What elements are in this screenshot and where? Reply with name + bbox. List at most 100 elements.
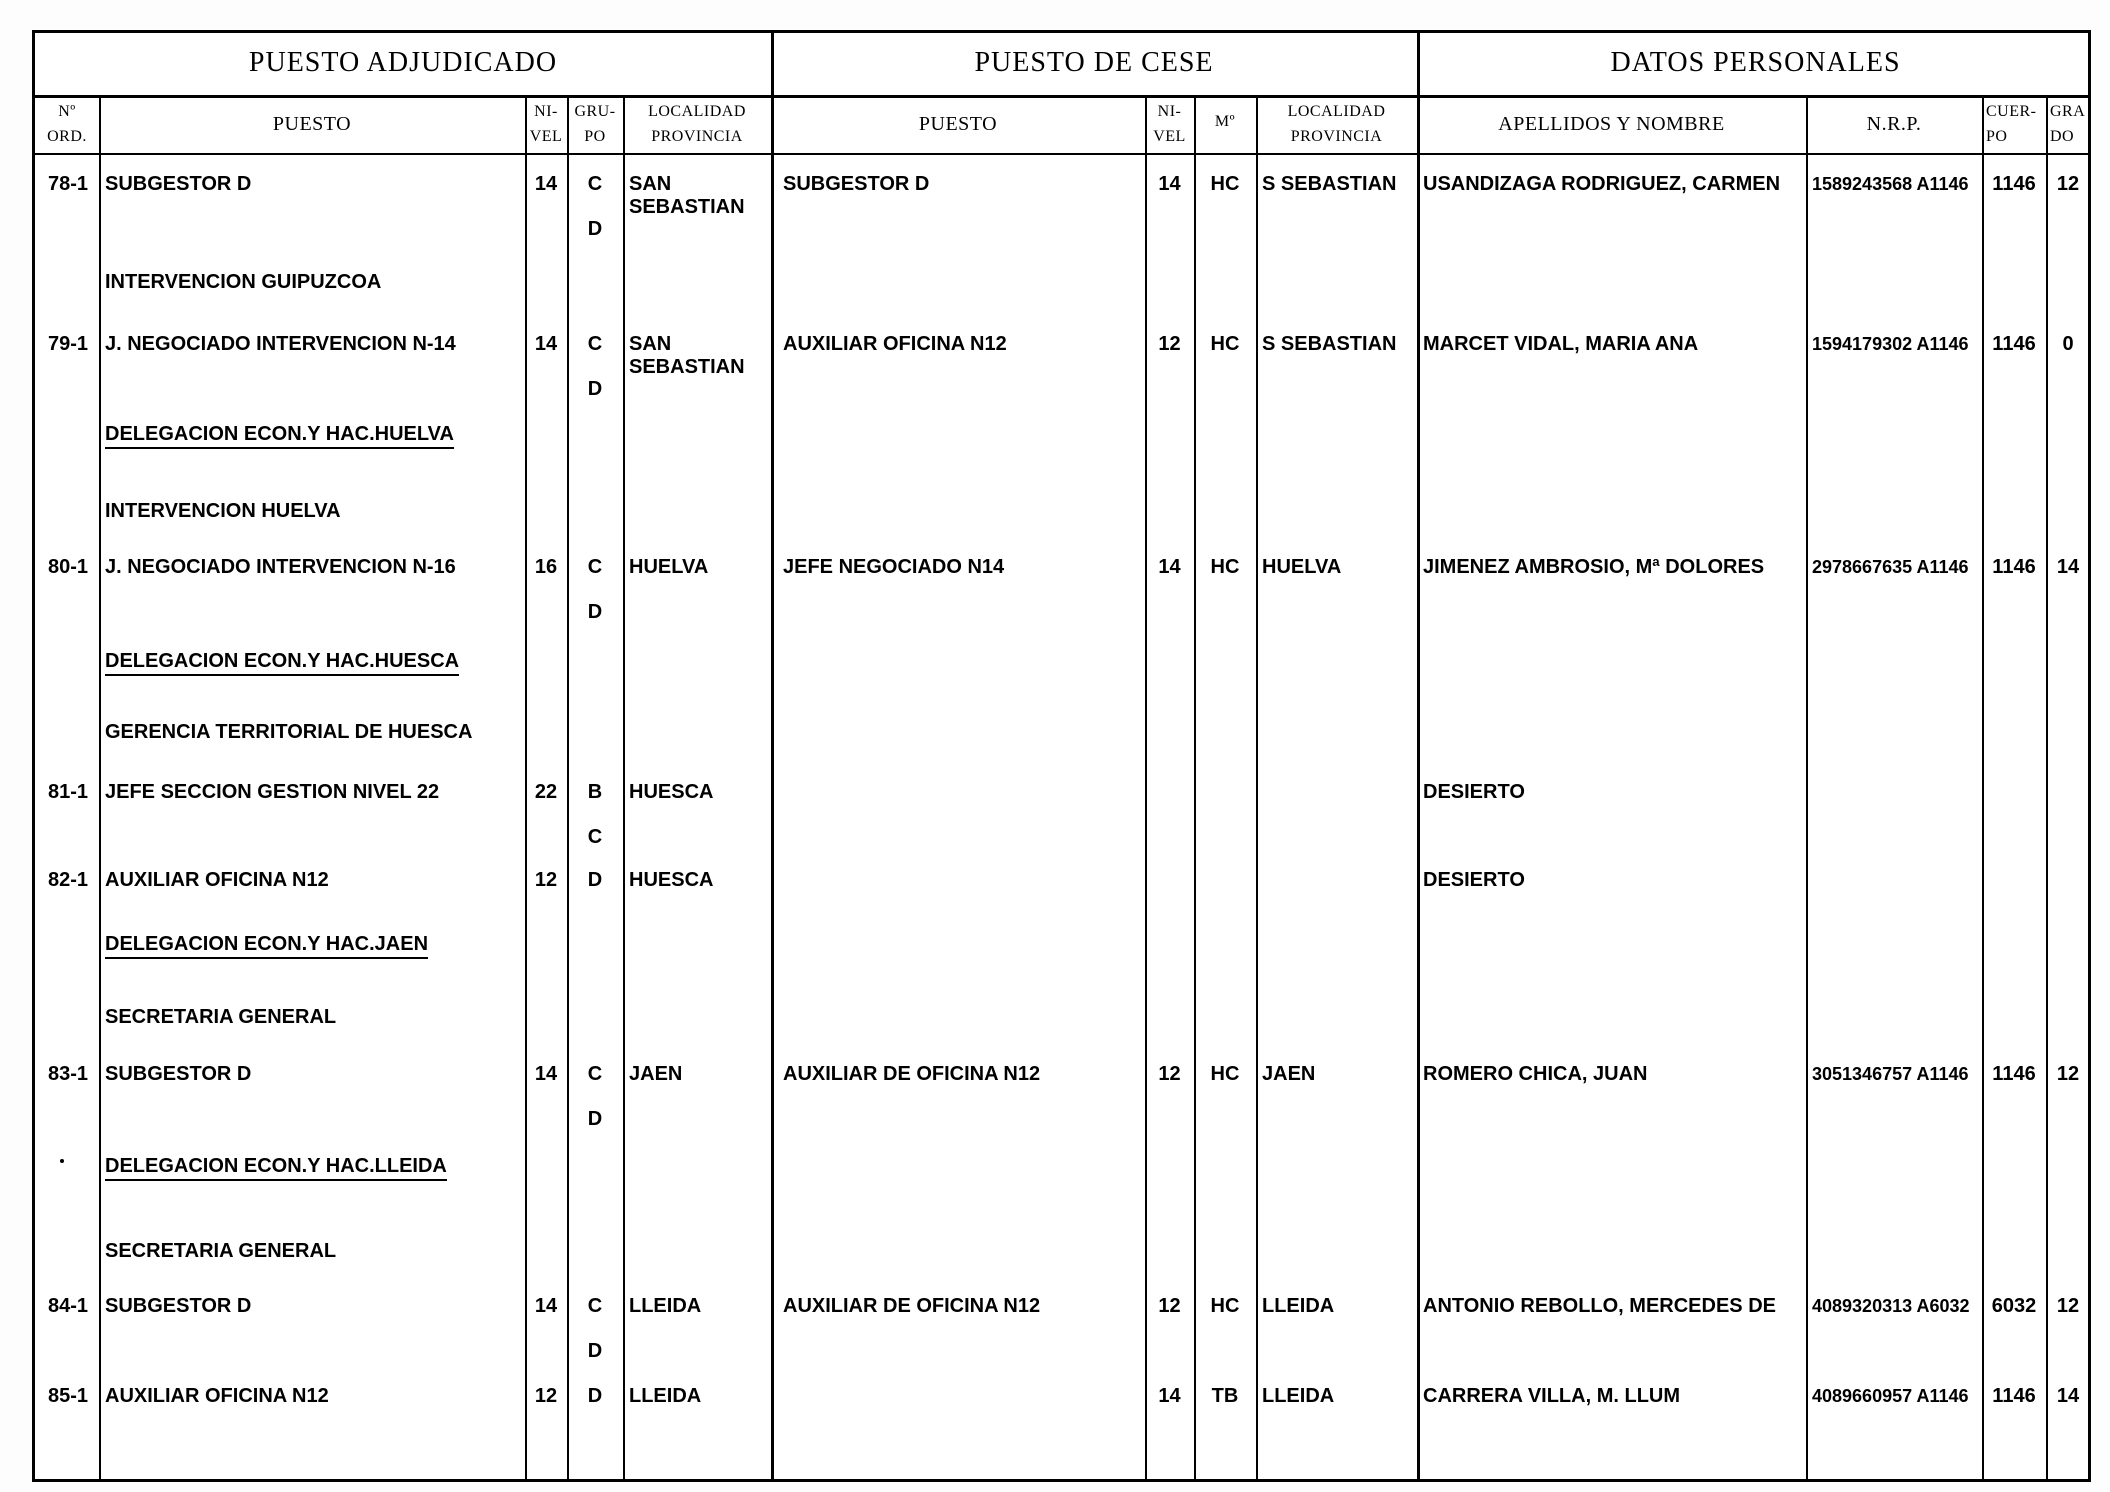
col-header-cuerpo-line1: CUER- [1986,103,2037,120]
col-header-localidad: LOCALIDAD PROVINCIA [623,99,771,149]
col-header-cese-nivel: NI- VEL [1145,99,1194,149]
col-header-m: Mº [1214,113,1236,130]
cell-ord: 80-1 [47,556,89,578]
col-line-grado [2046,95,2048,1479]
col-header-nivel-line2: VEL [529,128,563,145]
cell-ord: 85-1 [47,1385,89,1407]
cell-cese-puesto: AUXILIAR OFICINA N12 [783,333,1007,355]
cell-nombre: MARCET VIDAL, MARIA ANA [1423,333,1699,355]
cell-grado: 0 [2062,333,2074,355]
section-heading-text: DELEGACION ECON.Y HAC.LLEIDA [105,1155,447,1181]
cell-nivel: 12 [534,1385,558,1407]
group-separator-cese [771,33,774,1479]
group-header-datos-personales: DATOS PERSONALES [1610,47,1901,78]
cell-ministerio: HC [1210,173,1240,195]
col-header-grado-line1: GRA [2050,103,2086,120]
cell-puesto: SUBGESTOR D [105,1295,252,1317]
cell-ord: 82-1 [47,869,89,891]
cell-nombre: DESIERTO [1423,781,1525,803]
col-header-grupo-line1: GRU- [574,103,616,120]
cell-nivel: 14 [534,1063,558,1085]
cell-localidad: HUESCA [629,781,714,803]
cell-cese-puesto: AUXILIAR DE OFICINA N12 [783,1063,1041,1085]
grupo-letter-1: B [587,781,603,803]
cell-puesto: AUXILIAR OFICINA N12 [105,1385,329,1407]
cell-cuerpo: 1146 [1992,173,2036,195]
cell-ministerio: TB [1211,1385,1239,1407]
col-header-cese-puesto: PUESTO [918,113,998,135]
cell-cese-puesto: AUXILIAR DE OFICINA N12 [783,1295,1041,1317]
grupo-letter-2: D [587,1340,603,1362]
section-heading-text: DELEGACION ECON.Y HAC.HUESCA [105,650,460,676]
col-header-grupo-line2: PO [584,128,606,145]
cell-ministerio: HC [1210,1295,1240,1317]
cell-nivel: 22 [534,781,558,803]
cell-cese-localidad: S SEBASTIAN [1262,333,1397,355]
cell-puesto: J. NEGOCIADO INTERVENCION N-14 [105,333,456,355]
col-header-ord-line1: Nº [58,103,76,120]
grupo-letter-1: C [587,333,603,355]
col-header-localidad-line1: LOCALIDAD [648,103,746,120]
cell-nrp: 3051346757 A1146 [1812,1064,1969,1084]
section-heading-underlined: DELEGACION ECON.Y HAC.HUESCA [105,650,460,676]
cell-localidad: SAN SEBASTIAN [629,173,745,218]
col-header-cese-localidad-line1: LOCALIDAD [1287,103,1386,120]
col-header-nivel: NI- VEL [525,99,567,149]
col-line-localidad [623,95,625,1479]
col-header-puesto: PUESTO [272,113,352,135]
cell-puesto: J. NEGOCIADO INTERVENCION N-16 [105,556,456,578]
col-header-apellidos: APELLIDOS Y NOMBRE [1498,113,1725,135]
cell-cese-localidad: LLEIDA [1262,1295,1335,1317]
grupo-letter-1: C [587,556,603,578]
cell-cuerpo: 1146 [1992,333,2036,355]
cell-grado: 14 [2056,556,2080,578]
cell-nombre: USANDIZAGA RODRIGUEZ, CARMEN [1423,173,1781,195]
col-header-ord: Nº ORD. [35,99,99,149]
section-heading-underlined: DELEGACION ECON.Y HAC.LLEIDA [105,1155,447,1181]
col-line-cese-localidad [1256,95,1258,1479]
col-header-grupo: GRU- PO [567,99,623,149]
col-line-grupo [567,95,569,1479]
cell-ministerio: HC [1210,556,1240,578]
cell-nombre: DESIERTO [1423,869,1525,891]
cell-cuerpo: 1146 [1992,556,2036,578]
col-header-cese-nivel-line2: VEL [1153,128,1186,145]
cell-nivel: 16 [534,556,558,578]
cell-nivel: 14 [534,333,558,355]
cell-localidad: LLEIDA [629,1385,702,1407]
section-heading-underlined: DELEGACION ECON.Y HAC.JAEN [105,933,429,959]
cell-ord: 78-1 [47,173,89,195]
section-heading: SECRETARIA GENERAL [105,1006,337,1028]
cell-nombre: ANTONIO REBOLLO, MERCEDES DE [1423,1295,1776,1317]
cell-puesto: SUBGESTOR D [105,1063,252,1085]
cell-nivel: 14 [534,1295,558,1317]
cell-cuerpo: 1146 [1992,1385,2036,1407]
cell-puesto: SUBGESTOR D [105,173,252,195]
group-header-puesto-de-cese: PUESTO DE CESE [974,47,1214,78]
cell-ord: 81-1 [47,781,89,803]
section-heading-text: DELEGACION ECON.Y HAC.HUELVA [105,423,454,449]
cell-nrp: 1594179302 A1146 [1812,334,1969,354]
grupo-letter-2: C [587,826,603,848]
cell-nivel: 12 [534,869,558,891]
col-header-localidad-line2: PROVINCIA [651,128,743,145]
cell-cese-localidad: LLEIDA [1262,1385,1335,1407]
cell-cese-puesto: JEFE NEGOCIADO N14 [783,556,1005,578]
cell-nombre: CARRERA VILLA, M. LLUM [1423,1385,1681,1407]
cell-cese-nivel: 12 [1158,333,1181,355]
cell-cese-localidad: S SEBASTIAN [1262,173,1397,195]
cell-ministerio: HC [1210,333,1240,355]
col-header-ord-line2: ORD. [47,128,87,145]
cell-ord: 84-1 [47,1295,89,1317]
section-heading: INTERVENCION HUELVA [105,500,341,522]
cell-nombre: JIMENEZ AMBROSIO, Mª DOLORES [1423,556,1765,578]
cell-cese-nivel: 12 [1158,1063,1181,1085]
cell-nivel: 14 [534,173,558,195]
cell-grado: 12 [2056,1063,2080,1085]
cell-localidad: LLEIDA [629,1295,702,1317]
